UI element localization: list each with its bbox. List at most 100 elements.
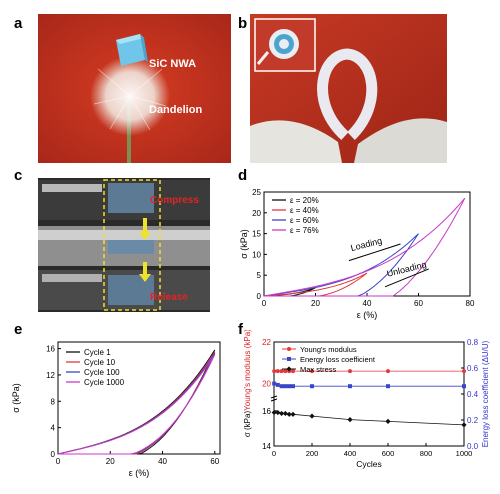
- highlight-box: [103, 179, 161, 311]
- f-series-0-point-7: [348, 369, 352, 374]
- f-ytick-top-label-0: 20: [262, 380, 271, 389]
- f-series-2-point-1: [275, 409, 281, 416]
- f-ytick-right-label-3: 0.6: [467, 364, 479, 373]
- f-series-2-point-7: [347, 417, 353, 423]
- d-ytick-label-2: 10: [252, 250, 261, 259]
- panel-label-d: d: [238, 167, 248, 184]
- e-ytick-label-0: 0: [51, 450, 56, 459]
- f-series-1-point-1: [275, 382, 280, 387]
- f-series-2-point-0: [271, 409, 277, 416]
- left-glove: [250, 120, 342, 163]
- e-ytick-label-4: 16: [46, 345, 55, 354]
- f-series-1-point-3: [283, 384, 288, 389]
- f-series-0-point-6: [310, 369, 314, 374]
- arrow-down-icon-2: [139, 274, 151, 282]
- panel-label-b: b: [238, 15, 248, 32]
- d-xlabel: ε (%): [357, 310, 378, 320]
- d-ylabel: σ (kPa): [239, 229, 249, 259]
- d-xtick-label-4: 80: [466, 299, 475, 308]
- e-xtick-label-2: 40: [158, 457, 167, 466]
- f-series-0-point-2: [279, 369, 284, 374]
- d-unloading-arrow: [384, 268, 429, 288]
- f-ytick-right-label-2: 0.4: [467, 390, 479, 399]
- e-xtick-label-0: 0: [56, 457, 61, 466]
- f-ytick-top-label-1: 22: [262, 338, 271, 347]
- f-series-0-point-0: [272, 369, 277, 374]
- e-xtick-label-1: 20: [106, 457, 115, 466]
- f-series-2-point-9: [461, 422, 467, 428]
- f-series-1-point-9: [462, 384, 466, 389]
- f-series-1-point-6: [310, 384, 314, 389]
- f-series-2-point-6: [309, 413, 315, 419]
- d-annotation-loading: Loading: [350, 236, 384, 253]
- f-legend-marker-2: [286, 366, 292, 372]
- f-xtick-label-3: 600: [382, 449, 395, 458]
- panel-label-e: e: [14, 321, 23, 338]
- arrow-down-icon: [139, 232, 151, 240]
- release-label: Release: [150, 292, 188, 303]
- nwa-sample-released: [108, 275, 154, 305]
- f-series-0-point-8: [386, 369, 390, 374]
- e-legend-label-3: Cycle 1000: [84, 378, 125, 387]
- photo-compress-release-sequence: Compress Release: [38, 178, 210, 312]
- d-xtick-label-2: 40: [363, 299, 372, 308]
- f-ylabel-right: Energy loss coefficient (ΔU/U): [481, 340, 490, 447]
- e-xlabel: ε (%): [129, 468, 150, 478]
- nwa-sample-initial: [108, 183, 154, 213]
- f-legend-label-2: Max stress: [300, 365, 337, 374]
- d-xtick-label-0: 0: [262, 299, 267, 308]
- e-ytick-label-2: 8: [51, 397, 56, 406]
- panel-label-a: a: [14, 15, 23, 32]
- f-series-1-line: [274, 383, 464, 387]
- f-ylabel-top: Young's modulus (kPa): [243, 330, 252, 411]
- e-legend-label-2: Cycle 100: [84, 368, 120, 377]
- f-series-0-point-3: [283, 369, 288, 374]
- chart-f-cycles: 0 200 400 600 800 1000 Cycles 20 22 14 16 0.0 0.2 0.4…: [243, 330, 490, 469]
- e-series-3-loop: [57, 354, 216, 455]
- d-legend-label-2: ε = 60%: [290, 216, 319, 225]
- f-series-1-point-2: [279, 384, 284, 389]
- photo-flexible-nwa: [250, 14, 447, 163]
- d-legend-label-3: ε = 76%: [290, 226, 319, 235]
- compress-label: Compress: [150, 195, 199, 206]
- f-xtick-label-1: 200: [306, 449, 319, 458]
- f-ytick-bottom-label-0: 14: [262, 442, 271, 451]
- f-series-1-point-4: [287, 384, 292, 389]
- f-series-1-point-8: [386, 384, 390, 389]
- f-ytick-right-label-1: 0.2: [467, 416, 479, 425]
- e-series-1-loop: [57, 351, 216, 455]
- f-axis-break-2: [270, 398, 278, 402]
- e-ytick-label-3: 12: [46, 371, 55, 380]
- d-ytick-label-1: 5: [257, 271, 262, 280]
- nwa-sample-compressed: [108, 240, 154, 254]
- f-axis-break-1: [270, 395, 278, 399]
- photo-sic-on-dandelion: SiC NWA Dandelion: [38, 14, 231, 163]
- f-ylabel-bottom: σ (kPa): [243, 411, 252, 438]
- d-series-3-loop: [263, 197, 466, 297]
- f-legend-marker-0: [287, 347, 291, 351]
- f-xtick-label-4: 800: [420, 449, 433, 458]
- f-series-1-point-5: [291, 384, 295, 389]
- d-ytick-label-0: 0: [257, 292, 262, 301]
- f-xlabel: Cycles: [356, 459, 382, 469]
- d-xtick-label-1: 20: [311, 299, 320, 308]
- f-series-1-point-7: [348, 384, 352, 389]
- e-ylabel: σ (kPa): [11, 383, 21, 413]
- d-ytick-label-4: 20: [252, 209, 261, 218]
- d-xtick-label-3: 60: [414, 299, 423, 308]
- e-series-2-loop: [57, 352, 216, 455]
- f-legend-marker-1: [287, 357, 291, 361]
- f-series-0-point-1: [275, 369, 280, 374]
- f-series-0-point-5: [291, 369, 295, 374]
- e-legend-label-1: Cycle 10: [84, 358, 116, 367]
- d-annotation-unloading: Unloading: [386, 259, 428, 279]
- panel-label-c: c: [14, 167, 23, 184]
- e-legend-label-0: Cycle 1: [84, 348, 111, 357]
- d-series-2-loop: [263, 233, 419, 297]
- f-legend-label-0: Young's modulus: [300, 345, 357, 354]
- f-series-2-point-5: [290, 411, 296, 417]
- f-ytick-bottom-label-1: 16: [262, 407, 271, 416]
- f-series-0-point-9: [462, 369, 466, 374]
